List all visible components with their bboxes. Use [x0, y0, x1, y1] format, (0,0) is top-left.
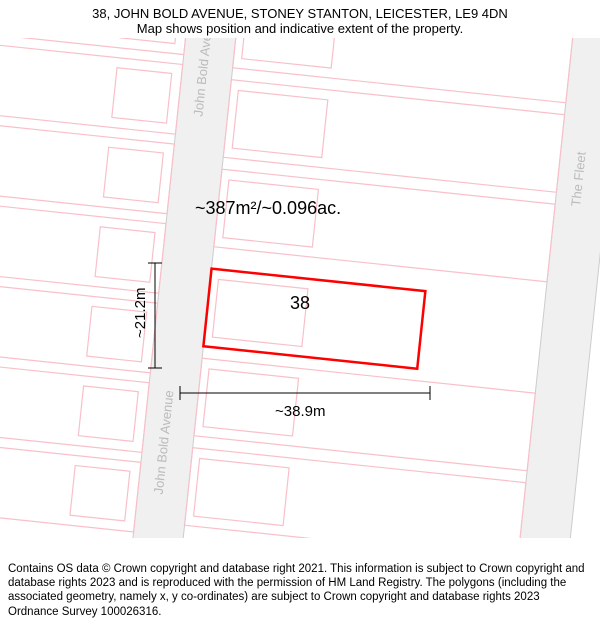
plot-number: 38 [290, 293, 310, 314]
plot-outline [103, 147, 163, 202]
map-svg: John Bold Avenue John Bold Avenue The Fl… [0, 38, 600, 538]
plot-outline [214, 169, 555, 282]
plot-outline [223, 80, 564, 193]
plot-outline [0, 42, 183, 135]
header: 38, JOHN BOLD AVENUE, STONEY STANTON, LE… [0, 0, 600, 38]
plot-outline [112, 68, 172, 123]
plot-outline [78, 386, 138, 441]
plot-outline [194, 458, 290, 525]
height-dim-label: ~21.2m [132, 288, 149, 338]
page-subtitle: Map shows position and indicative extent… [10, 21, 590, 36]
plot-outline [0, 201, 166, 294]
plot-outline [185, 448, 526, 538]
plot-outline [232, 90, 328, 157]
area-label: ~387m²/~0.096ac. [195, 198, 341, 219]
footer-copyright: Contains OS data © Crown copyright and d… [8, 562, 592, 620]
plot-outline [194, 358, 535, 471]
plot-outline [70, 465, 130, 520]
page-title: 38, JOHN BOLD AVENUE, STONEY STANTON, LE… [10, 6, 590, 21]
map-area: John Bold Avenue John Bold Avenue The Fl… [0, 38, 600, 538]
width-dim-label: ~38.9m [275, 403, 325, 420]
plot-outline [0, 38, 191, 55]
plot-outline [120, 38, 180, 44]
plot-outline [233, 38, 574, 103]
highlight-plot [203, 269, 425, 369]
plot-outline [0, 360, 149, 453]
plot-outline [0, 121, 174, 214]
plot-outline [242, 38, 338, 68]
plot-outline [95, 227, 155, 282]
plot-outline [0, 439, 141, 532]
